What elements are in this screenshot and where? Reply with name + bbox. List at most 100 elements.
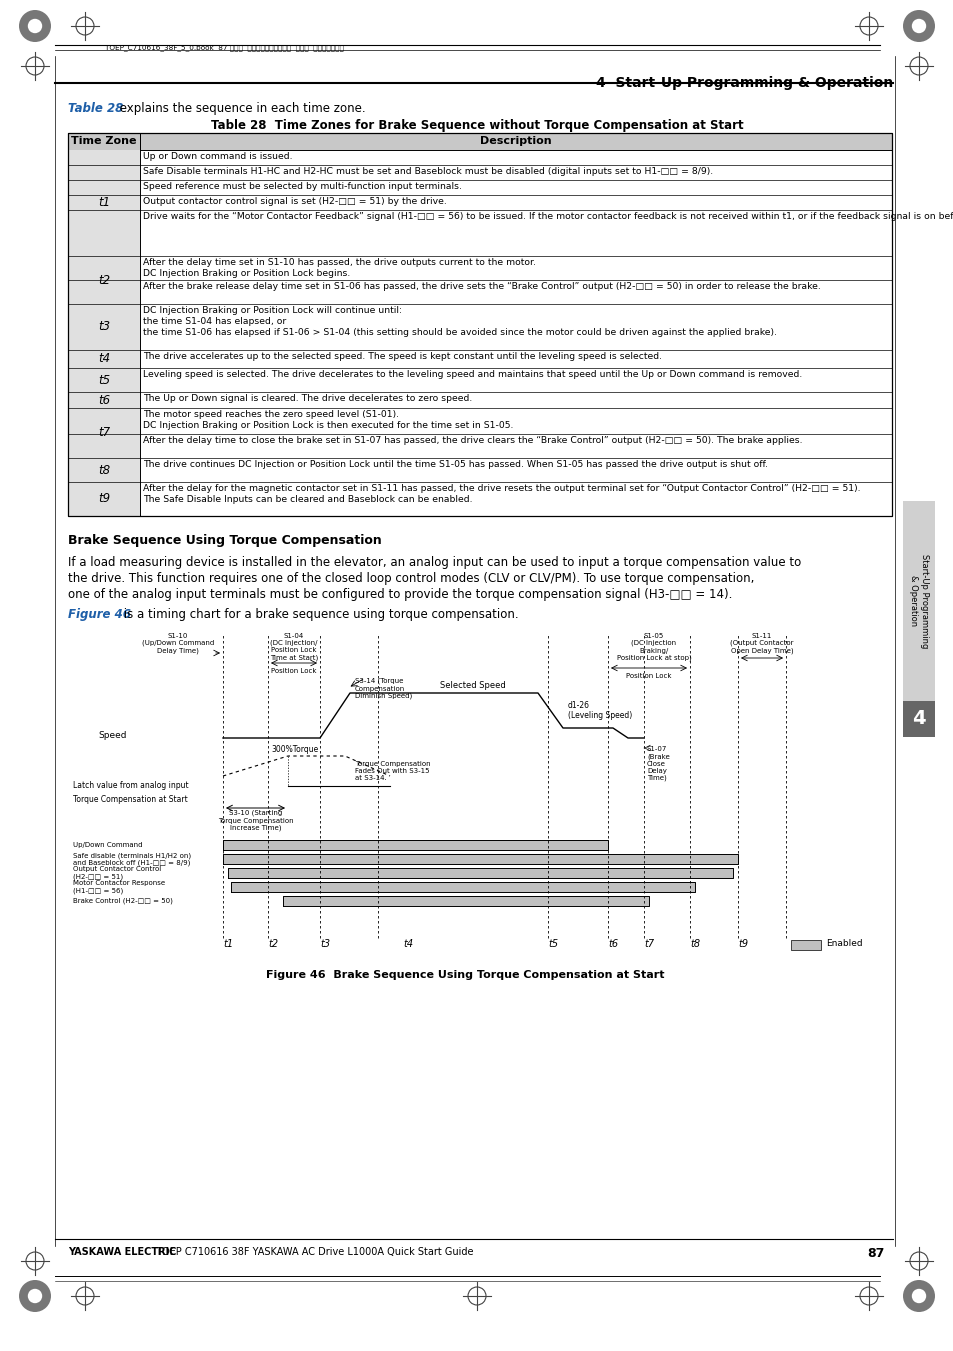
Text: t3: t3 <box>98 320 110 334</box>
Text: Figure 46  Brake Sequence Using Torque Compensation at Start: Figure 46 Brake Sequence Using Torque Co… <box>266 970 664 979</box>
Text: t7: t7 <box>643 939 654 948</box>
Text: Table 28: Table 28 <box>68 101 123 115</box>
Text: S1-10
(Up/Down Command
Delay Time): S1-10 (Up/Down Command Delay Time) <box>142 634 213 654</box>
Bar <box>231 882 695 892</box>
Bar <box>68 304 140 350</box>
Text: t9: t9 <box>98 493 110 505</box>
Bar <box>68 350 140 367</box>
Bar <box>68 482 140 516</box>
Text: d1-26
(Leveling Speed): d1-26 (Leveling Speed) <box>567 701 632 720</box>
Bar <box>223 854 738 865</box>
Bar <box>68 150 140 165</box>
Text: Position Lock: Position Lock <box>625 673 671 680</box>
Text: Brake Control (H2-□□ = 50): Brake Control (H2-□□ = 50) <box>73 898 172 904</box>
Bar <box>68 195 140 209</box>
Text: t1: t1 <box>98 196 110 209</box>
Text: Speed reference must be selected by multi-function input terminals.: Speed reference must be selected by mult… <box>143 182 461 190</box>
Text: S1-07
(Brake
Close
Delay
Time): S1-07 (Brake Close Delay Time) <box>646 746 669 781</box>
Text: S1-04
(DC Injection/
Position Lock
Time at Start): S1-04 (DC Injection/ Position Lock Time … <box>270 634 317 661</box>
Text: Safe Disable terminals H1-HC and H2-HC must be set and Baseblock must be disable: Safe Disable terminals H1-HC and H2-HC m… <box>143 168 713 176</box>
Text: Torque Compensation at Start: Torque Compensation at Start <box>73 796 188 804</box>
Text: Enabled: Enabled <box>825 939 862 948</box>
Bar <box>790 940 821 950</box>
Text: S1-05
(DC Injection
Braking/
Position Lock at stop): S1-05 (DC Injection Braking/ Position Lo… <box>616 634 691 661</box>
Text: t7: t7 <box>98 427 110 439</box>
Text: t4: t4 <box>402 939 413 948</box>
Bar <box>68 280 140 304</box>
Text: Leveling speed is selected. The drive decelerates to the leveling speed and main: Leveling speed is selected. The drive de… <box>143 370 801 380</box>
Text: TOEP C710616 38F YASKAWA AC Drive L1000A Quick Start Guide: TOEP C710616 38F YASKAWA AC Drive L1000A… <box>152 1247 473 1256</box>
Text: Torque Compensation
Fades Out with S3-15
at S3-14.: Torque Compensation Fades Out with S3-15… <box>355 761 430 781</box>
Bar <box>283 896 648 907</box>
Bar <box>68 434 140 458</box>
Text: t4: t4 <box>98 353 110 366</box>
Text: the drive. This function requires one of the closed loop control modes (CLV or C: the drive. This function requires one of… <box>68 571 754 585</box>
Text: The Up or Down signal is cleared. The drive decelerates to zero speed.: The Up or Down signal is cleared. The dr… <box>143 394 472 403</box>
Text: Output contactor control signal is set (H2-□□ = 51) by the drive.: Output contactor control signal is set (… <box>143 197 446 205</box>
Bar <box>68 392 140 408</box>
Text: Start-Up Programming
& Operation: Start-Up Programming & Operation <box>908 554 928 648</box>
Text: If a load measuring device is installed in the elevator, an analog input can be : If a load measuring device is installed … <box>68 557 801 569</box>
Text: t2: t2 <box>98 273 110 286</box>
Circle shape <box>911 19 925 34</box>
Text: 87: 87 <box>866 1247 884 1260</box>
Text: t8: t8 <box>689 939 700 948</box>
Text: t5: t5 <box>547 939 558 948</box>
Text: t1: t1 <box>223 939 233 948</box>
Bar <box>68 180 140 195</box>
Text: The motor speed reaches the zero speed level (S1-01).
DC Injection Braking or Po: The motor speed reaches the zero speed l… <box>143 409 513 430</box>
Bar <box>68 458 140 482</box>
Text: S1-11
(Output Contactor
Open Delay Time): S1-11 (Output Contactor Open Delay Time) <box>729 634 793 654</box>
Text: t5: t5 <box>98 373 110 386</box>
Text: Motor Contactor Response
(H1-□□ = 56): Motor Contactor Response (H1-□□ = 56) <box>73 881 165 893</box>
Bar <box>68 255 140 280</box>
Circle shape <box>19 9 51 42</box>
Bar <box>68 132 891 516</box>
Text: Latch value from analog input: Latch value from analog input <box>73 781 189 790</box>
Text: The drive accelerates up to the selected speed. The speed is kept constant until: The drive accelerates up to the selected… <box>143 353 661 361</box>
Bar <box>902 501 934 701</box>
Text: Up or Down command is issued.: Up or Down command is issued. <box>143 153 293 161</box>
Text: Selected Speed: Selected Speed <box>439 681 505 690</box>
Bar <box>902 701 934 738</box>
Text: S3-14 (Torque
Compensation
Diminish Speed): S3-14 (Torque Compensation Diminish Spee… <box>355 678 412 698</box>
Circle shape <box>28 19 42 34</box>
Text: t6: t6 <box>98 393 110 407</box>
Bar <box>68 165 140 180</box>
Text: YASKAWA ELECTRIC: YASKAWA ELECTRIC <box>68 1247 176 1256</box>
Bar <box>68 132 891 150</box>
Circle shape <box>902 1279 934 1312</box>
Text: 4: 4 <box>911 709 924 728</box>
Text: Drive waits for the “Motor Contactor Feedback” signal (H1-□□ = 56) to be issued.: Drive waits for the “Motor Contactor Fee… <box>143 212 953 222</box>
Text: one of the analog input terminals must be configured to provide the torque compe: one of the analog input terminals must b… <box>68 588 732 601</box>
Text: Brake Sequence Using Torque Compensation: Brake Sequence Using Torque Compensation <box>68 534 381 547</box>
Text: The drive continues DC Injection or Position Lock until the time S1-05 has passe: The drive continues DC Injection or Posi… <box>143 459 767 469</box>
Text: TOEP_C710616_38F_5_0.book  87 ページ  ２０１３年１２月４日  水曜日  午前９時５６分: TOEP_C710616_38F_5_0.book 87 ページ ２０１３年１２… <box>105 45 343 51</box>
Text: t9: t9 <box>738 939 747 948</box>
Circle shape <box>28 1289 42 1304</box>
Bar <box>68 367 140 392</box>
Text: After the delay time set in S1-10 has passed, the drive outputs current to the m: After the delay time set in S1-10 has pa… <box>143 258 536 278</box>
Circle shape <box>19 1279 51 1312</box>
Text: is a timing chart for a brake sequence using torque compensation.: is a timing chart for a brake sequence u… <box>120 608 518 621</box>
Bar <box>68 209 140 255</box>
Text: Up/Down Command: Up/Down Command <box>73 842 142 848</box>
Text: t6: t6 <box>607 939 618 948</box>
Bar <box>228 867 732 878</box>
Circle shape <box>902 9 934 42</box>
Text: t3: t3 <box>319 939 330 948</box>
Text: explains the sequence in each time zone.: explains the sequence in each time zone. <box>116 101 365 115</box>
Text: Position Lock: Position Lock <box>271 667 316 674</box>
Text: After the delay time to close the brake set in S1-07 has passed, the drive clear: After the delay time to close the brake … <box>143 436 801 444</box>
Text: t2: t2 <box>268 939 277 948</box>
Text: t8: t8 <box>98 463 110 477</box>
Text: 300%Torque: 300%Torque <box>271 744 318 754</box>
Text: Table 28  Time Zones for Brake Sequence without Torque Compensation at Start: Table 28 Time Zones for Brake Sequence w… <box>211 119 742 132</box>
Text: 4  Start-Up Programming & Operation: 4 Start-Up Programming & Operation <box>595 76 892 91</box>
Bar <box>68 408 140 434</box>
Bar <box>223 840 607 850</box>
Text: Output Contactor Control
(H2-□□ = 51): Output Contactor Control (H2-□□ = 51) <box>73 866 161 880</box>
Text: S3-10 (Starting
Torque Compensation
Increase Time): S3-10 (Starting Torque Compensation Incr… <box>217 811 293 831</box>
Text: DC Injection Braking or Position Lock will continue until:
the time S1-04 has el: DC Injection Braking or Position Lock wi… <box>143 305 776 338</box>
Text: Speed: Speed <box>98 731 127 740</box>
